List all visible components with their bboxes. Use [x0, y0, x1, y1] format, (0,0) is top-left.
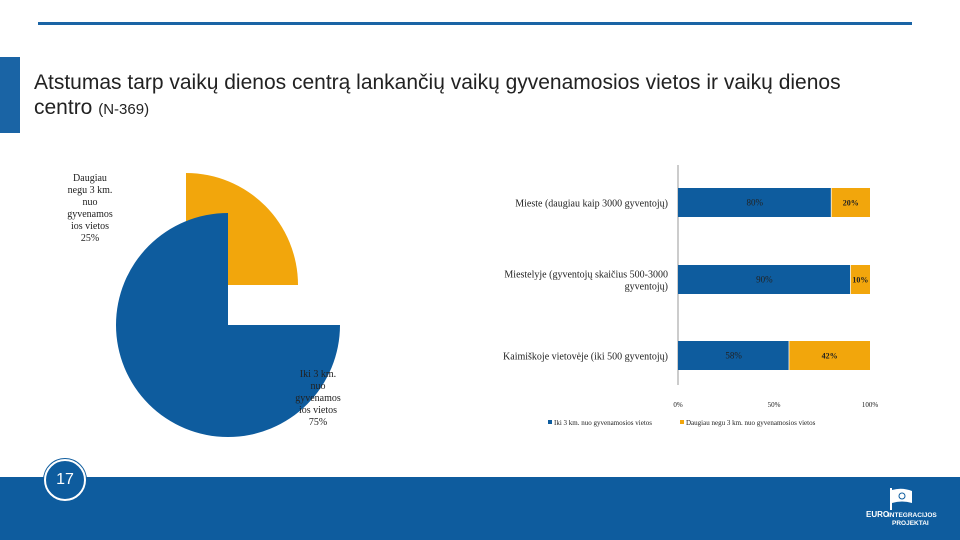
title-sample-size: (N-369)	[98, 101, 150, 118]
logo-text-euro: EURO	[866, 510, 889, 519]
legend-swatch	[680, 420, 684, 424]
bar-value-label: 10%	[852, 276, 868, 285]
bar-segment	[678, 188, 832, 217]
bar-value-label: 42%	[822, 352, 838, 361]
x-tick-label: 0%	[673, 401, 683, 409]
logo-text-integracijos: INTEGRACIJOS	[888, 512, 937, 519]
bar-segment	[789, 341, 870, 370]
footer-bar	[0, 477, 960, 540]
bar-segment	[678, 341, 790, 370]
bar-segment	[831, 188, 870, 217]
category-label: Kaimiškoje vietovėje (iki 500 gyventojų)	[503, 352, 668, 363]
pie-slice	[116, 213, 340, 437]
charts-canvas: Daugiau negu 3 km. nuo gyvenamos ios vietos 2…	[67, 165, 879, 437]
category-label: Miestelyje (gyventojų skaičius 500-3000 g…	[504, 270, 668, 293]
title-main: Atstumas tarp vaikų dienos centrą lankan…	[34, 71, 841, 119]
top-rule	[38, 22, 912, 25]
bar-value-label: 90%	[756, 275, 773, 285]
x-tick-label: 50%	[768, 401, 781, 409]
bar-value-label: 20%	[843, 199, 859, 208]
bar-value-label: 58%	[725, 351, 742, 361]
legend-label: Iki 3 km. nuo gyvenamosios vietos	[554, 419, 652, 427]
pie-slice-label: Daugiau negu 3 km. nuo gyvenamos ios vietos 2…	[67, 173, 113, 244]
flag-icon	[890, 488, 912, 510]
euro-integracijos-logo: EURO INTEGRACIJOS PROJEKTAI	[866, 488, 937, 527]
bar-segment	[850, 265, 870, 294]
slide-title: Atstumas tarp vaikų dienos centrą lankan…	[34, 70, 894, 122]
page-number: 17	[44, 459, 86, 501]
title-accent-bar	[0, 57, 20, 133]
bar-segment	[678, 265, 851, 294]
bar-value-label: 80%	[747, 198, 764, 208]
x-tick-label: 100%	[862, 401, 879, 409]
legend-swatch	[548, 420, 552, 424]
logo-text-projektai: PROJEKTAI	[892, 520, 929, 527]
pie-slice-label: Iki 3 km. nuo gyvenamos ios vietos 75%	[295, 369, 341, 428]
category-label: Mieste (daugiau kaip 3000 gyventojų)	[515, 199, 668, 210]
legend-label: Daugiau negu 3 km. nuo gyvenamosios viet…	[686, 419, 816, 427]
